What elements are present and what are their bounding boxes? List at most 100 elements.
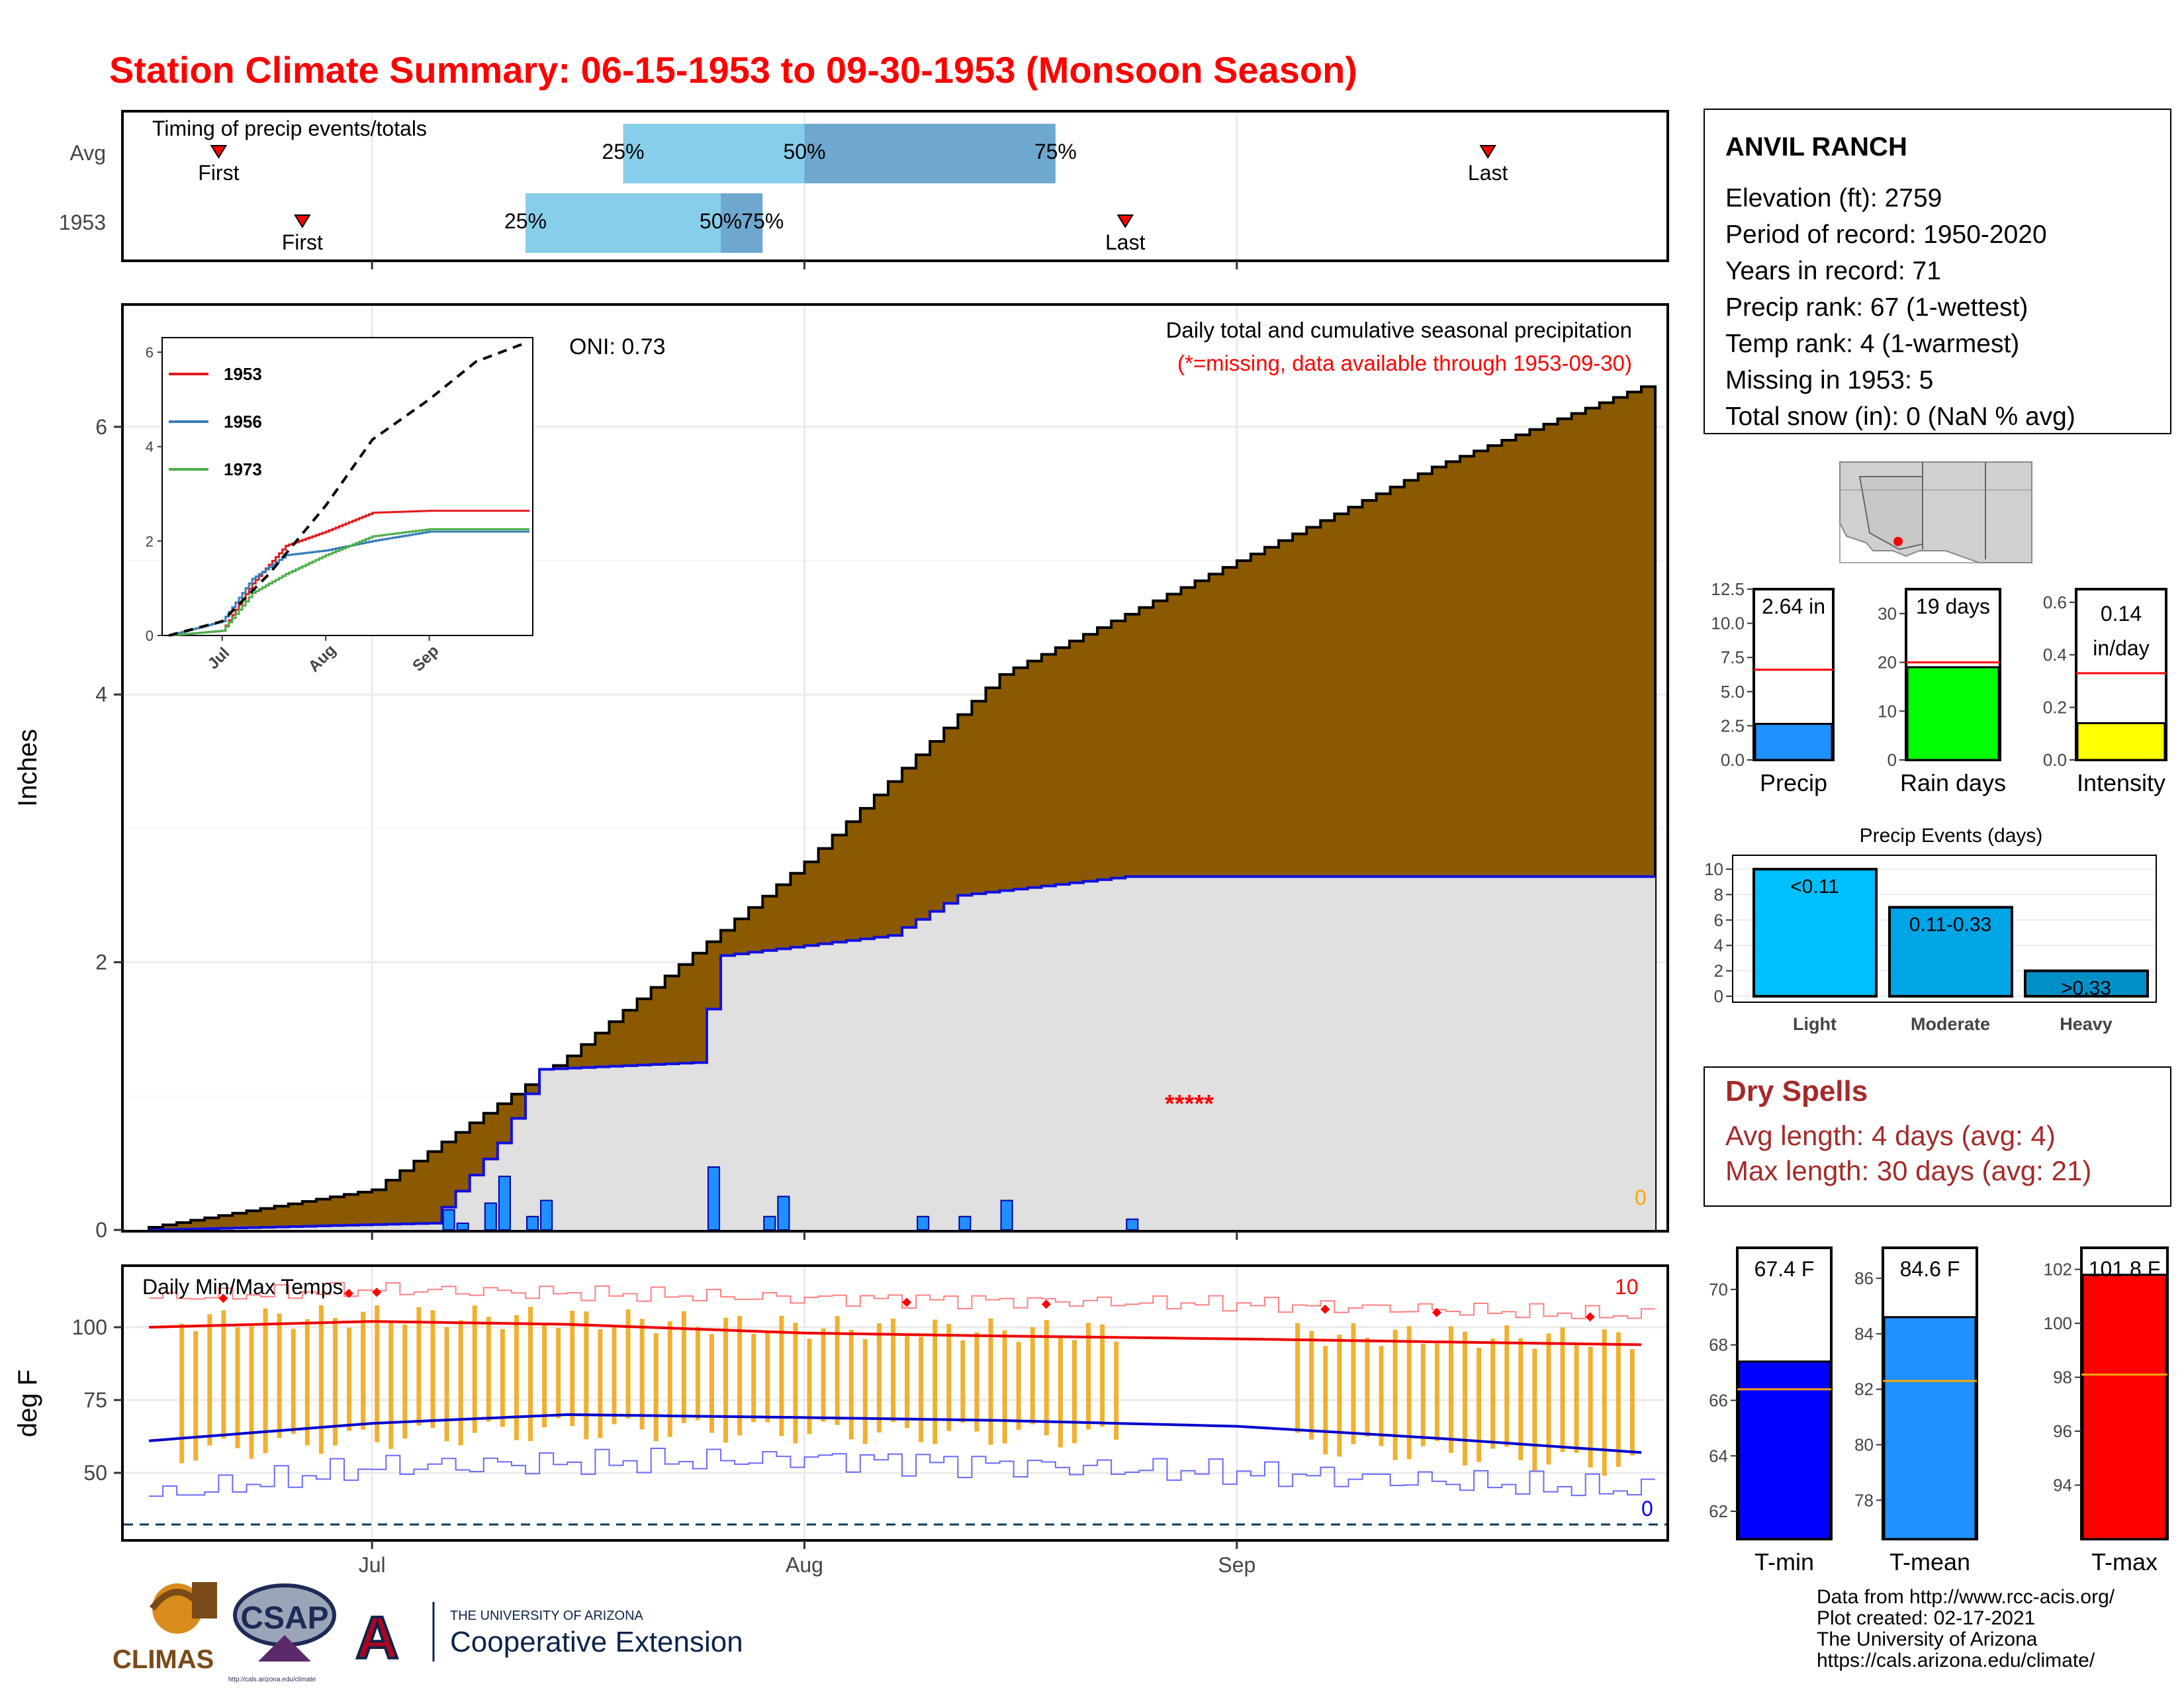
temp-summary-t-min: 62 64 66 68 70 67.4 F T-min	[1709, 1246, 1833, 1575]
daily-temp-bar	[332, 1317, 338, 1446]
mini-bar-value-text: 0.14	[2101, 602, 2142, 626]
csap-logo-url: http://cals.arizona.edu/climate	[228, 1676, 316, 1683]
inset-legend-label: 1953	[224, 364, 262, 384]
daily-temp-bar	[1560, 1327, 1565, 1452]
temp-summary-tick: 70	[1709, 1280, 1728, 1299]
daily-temp-bar	[1002, 1330, 1007, 1444]
mini-bar-tick: 20	[1878, 653, 1897, 673]
daily-temp-bar	[207, 1314, 212, 1446]
daily-temp-bar	[1532, 1348, 1537, 1471]
daily-temp-bar	[1309, 1331, 1314, 1440]
daily-precip-bar	[707, 1166, 721, 1231]
temp-summary-value: 84.6 F	[1900, 1257, 1960, 1281]
timing-25-50-bar	[623, 124, 805, 183]
temp-summary-value: 67.4 F	[1754, 1257, 1815, 1281]
daily-precip-bar	[1126, 1218, 1139, 1231]
timing-p25-label: 25%	[504, 209, 547, 233]
mini-bar-tick: 30	[1878, 604, 1897, 624]
timing-marker-icon	[210, 145, 228, 159]
ua-logo-letter: A	[356, 1605, 399, 1671]
daily-temp-bar	[933, 1319, 938, 1444]
daily-temp-bar	[681, 1311, 686, 1423]
temp-label: Daily Min/Max Temps	[142, 1275, 343, 1299]
temp-summary-t-mean: 78 80 82 84 86 84.6 F T-mean	[1854, 1246, 1978, 1575]
daily-temp-bar	[919, 1336, 924, 1442]
ua-logo-small: THE UNIVERSITY OF ARIZONA	[450, 1609, 644, 1623]
record-high-marker	[1585, 1312, 1595, 1322]
temp-panel: 50 75 100 Daily Min/Max Temps 10 0 deg F J…	[13, 261, 1669, 1577]
daily-temp-bar	[1490, 1338, 1496, 1449]
station-info-line: Precip rank: 67 (1-wettest)	[1725, 293, 2028, 322]
daily-precip-bar	[917, 1215, 930, 1231]
timing-marker-icon	[1479, 145, 1496, 159]
timing-marker-icon	[294, 214, 311, 228]
mini-bar-tick: 0.0	[1721, 750, 1745, 770]
daily-temp-bar	[821, 1328, 826, 1422]
daily-temp-bar	[709, 1334, 714, 1433]
timing-panel: Timing of precip events/totals Avg 25% 50%…	[59, 110, 1669, 262]
daily-temp-bar	[361, 1311, 366, 1430]
temp-count-low: 0	[1641, 1497, 1653, 1521]
daily-precip-bar	[777, 1196, 790, 1231]
daily-temp-bar	[1071, 1340, 1077, 1444]
mini-bar-intensity: 0.0 0.2 0.4 0.6 0.14 in/day Intensity	[2043, 588, 2167, 796]
timing-25-50-bar	[525, 193, 721, 253]
temp-summary-tick: 86	[1854, 1268, 1874, 1288]
daily-temp-bar	[486, 1317, 491, 1422]
temp-summary-tick: 82	[1854, 1380, 1874, 1399]
daily-temp-bar	[1100, 1324, 1105, 1427]
xtick-label: Jul	[359, 1553, 386, 1577]
daily-temp-bar	[1030, 1327, 1035, 1425]
figure-title: Station Climate Summary: 06-15-1953 to 0…	[109, 49, 1357, 91]
daily-temp-bar	[1574, 1344, 1579, 1453]
mini-bar-tick: 10	[1878, 701, 1897, 721]
mini-bar-value	[1906, 666, 2000, 761]
timing-label: Timing of precip events/totals	[152, 117, 427, 140]
temp-summary-tick: 64	[1709, 1446, 1728, 1466]
daily-temp-bar	[528, 1307, 533, 1441]
record-high-marker	[1432, 1307, 1441, 1317]
station-info-line: Elevation (ft): 2759	[1725, 184, 1942, 212]
temp-summary-label: T-max	[2091, 1548, 2158, 1575]
daily-temp-bar	[625, 1309, 631, 1419]
csap-logo: CSAP http://cals.arizona.edu/climate	[228, 1583, 336, 1683]
footer-line: The University of Arizona	[1817, 1628, 2038, 1650]
daily-temp-bar	[458, 1320, 463, 1446]
station-info-line: Years in record: 71	[1725, 257, 1941, 285]
mini-bar-value-text: 2.64 in	[1762, 594, 1825, 618]
precip-ytick-label: 4	[95, 682, 107, 706]
daily-temp-bar	[1323, 1346, 1328, 1454]
precip-event-bin-label: 0.11-0.33	[1909, 914, 1992, 936]
precip-ytick-label: 6	[95, 415, 107, 439]
daily-temp-bar	[514, 1315, 519, 1440]
xtick-label: Sep	[1218, 1553, 1255, 1577]
daily-precip-bar	[526, 1215, 539, 1231]
daily-temp-bar	[304, 1319, 310, 1446]
daily-temp-bar	[1337, 1335, 1342, 1457]
timing-marker-label: Last	[1105, 230, 1146, 254]
precip-ytick-label: 2	[95, 951, 107, 974]
mini-bar-label: Intensity	[2077, 769, 2165, 796]
footer: Data from http://www.rcc-acis.org/Plot c…	[113, 1582, 2115, 1683]
daily-temp-bar	[472, 1305, 477, 1433]
timing-50-75-bar	[804, 124, 1056, 183]
daily-temp-bar	[263, 1308, 268, 1454]
footer-line: https://cals.arizona.edu/climate/	[1817, 1650, 2095, 1671]
daily-precip-bar	[540, 1199, 553, 1231]
daily-temp-bar	[974, 1332, 979, 1432]
inset-legend-label: 1956	[224, 412, 262, 432]
cumulative-1953-area	[149, 876, 1656, 1230]
daily-temp-bar	[1477, 1347, 1482, 1462]
mini-bar-tick: 0.0	[2043, 750, 2067, 770]
daily-temp-bar	[598, 1329, 603, 1438]
precip-event-bar	[1888, 906, 2013, 998]
mini-bar-tick: 10.0	[1711, 614, 1745, 633]
timing-marker-icon	[1116, 214, 1134, 228]
daily-temp-bar	[235, 1327, 240, 1448]
daily-temp-bar	[221, 1310, 226, 1439]
daily-temp-bar	[1351, 1323, 1356, 1444]
daily-temp-bar	[723, 1317, 729, 1443]
inset-legend-label: 1973	[224, 459, 262, 479]
precip-events-chart: Precip Events (days) <0.11 Light 0.11-0.33…	[1704, 825, 2157, 1034]
